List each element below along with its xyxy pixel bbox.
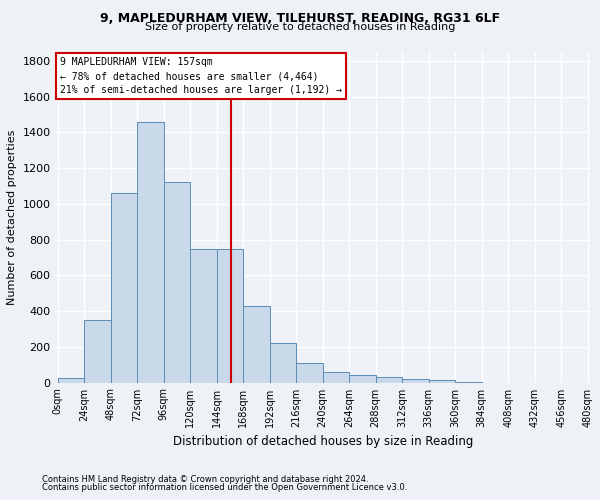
Text: Size of property relative to detached houses in Reading: Size of property relative to detached ho…	[145, 22, 455, 32]
Bar	[190, 248, 217, 382]
Bar	[403, 379, 428, 382]
Bar	[270, 344, 296, 382]
Bar	[164, 182, 190, 382]
Bar	[58, 378, 84, 382]
Bar	[323, 372, 349, 382]
Bar	[217, 248, 243, 382]
Y-axis label: Number of detached properties: Number of detached properties	[7, 130, 17, 305]
Text: Contains HM Land Registry data © Crown copyright and database right 2024.: Contains HM Land Registry data © Crown c…	[42, 475, 368, 484]
Bar	[244, 306, 269, 382]
Text: 9 MAPLEDURHAM VIEW: 157sqm
← 78% of detached houses are smaller (4,464)
21% of s: 9 MAPLEDURHAM VIEW: 157sqm ← 78% of deta…	[60, 58, 342, 96]
Bar	[137, 122, 164, 382]
Text: 9, MAPLEDURHAM VIEW, TILEHURST, READING, RG31 6LF: 9, MAPLEDURHAM VIEW, TILEHURST, READING,…	[100, 12, 500, 26]
Bar	[429, 380, 455, 382]
Bar	[296, 363, 323, 382]
Bar	[349, 376, 376, 382]
X-axis label: Distribution of detached houses by size in Reading: Distribution of detached houses by size …	[173, 435, 473, 448]
Bar	[85, 320, 110, 382]
Text: Contains public sector information licensed under the Open Government Licence v3: Contains public sector information licen…	[42, 484, 407, 492]
Bar	[111, 193, 137, 382]
Bar	[376, 377, 402, 382]
